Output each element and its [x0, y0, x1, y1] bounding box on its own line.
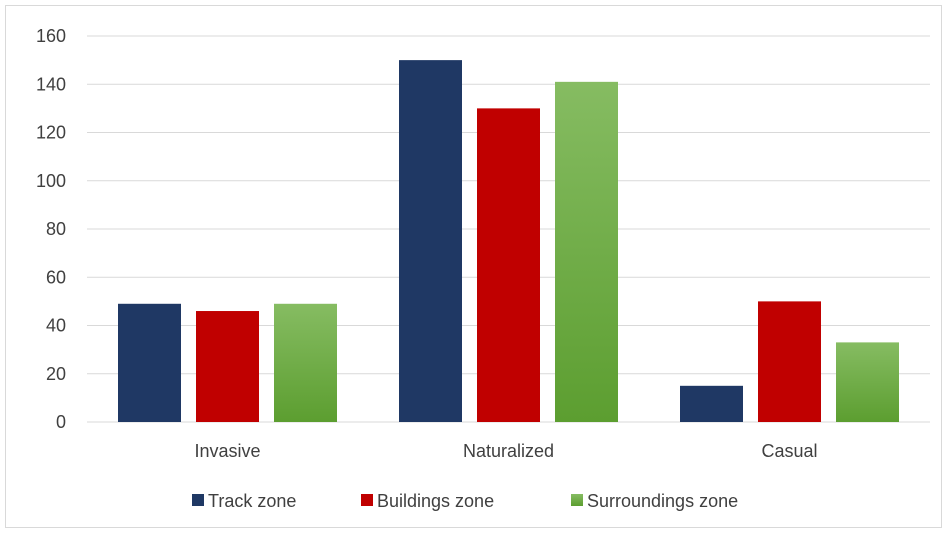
y-tick-label: 140 — [36, 74, 66, 94]
bar-buildings-zone-invasive — [196, 311, 259, 422]
y-tick-label: 20 — [46, 364, 66, 384]
x-category-label: Naturalized — [463, 441, 554, 461]
legend-swatch — [361, 494, 373, 506]
bar-buildings-zone-naturalized — [477, 108, 540, 422]
y-tick-label: 0 — [56, 412, 66, 432]
bar-surroundings-zone-invasive — [274, 303, 337, 422]
y-tick-label: 60 — [46, 267, 66, 287]
x-axis-categories: Invasive Naturalized Casual — [194, 441, 817, 461]
bar-track-zone-casual — [680, 385, 743, 422]
bar-surroundings-zone-casual — [836, 342, 899, 422]
chart-frame — [5, 5, 942, 528]
x-category-label: Casual — [761, 441, 817, 461]
legend-label: Surroundings zone — [587, 491, 738, 511]
bar-track-zone-naturalized — [399, 60, 462, 422]
y-tick-label: 120 — [36, 123, 66, 143]
bar-track-zone-invasive — [118, 303, 181, 422]
legend-swatch — [192, 494, 204, 506]
legend-swatch — [571, 494, 583, 506]
bar-surroundings-zone-naturalized — [555, 81, 618, 423]
y-tick-label: 80 — [46, 219, 66, 239]
y-tick-label: 100 — [36, 171, 66, 191]
bar-buildings-zone-casual — [758, 301, 821, 422]
y-tick-label: 40 — [46, 316, 66, 336]
y-axis-ticks: 0 20 40 60 80 100 120 140 160 — [36, 26, 66, 432]
legend-label: Buildings zone — [377, 491, 494, 511]
bars — [118, 60, 899, 423]
legend-label: Track zone — [208, 491, 296, 511]
legend: Track zone Buildings zone Surroundings zon… — [192, 491, 738, 511]
y-tick-label: 160 — [36, 26, 66, 46]
x-category-label: Invasive — [194, 441, 260, 461]
